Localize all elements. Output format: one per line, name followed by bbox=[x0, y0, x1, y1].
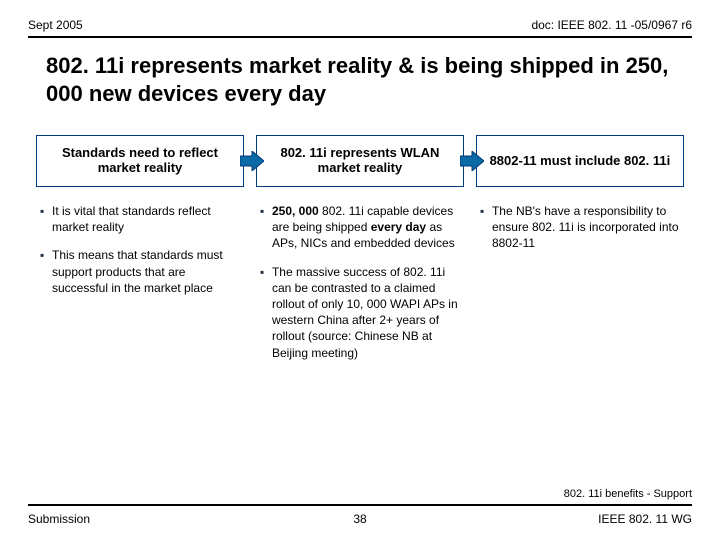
bullet-icon: ▪ bbox=[260, 203, 272, 252]
page-number: 38 bbox=[353, 512, 366, 526]
bullet-icon: ▪ bbox=[40, 247, 52, 296]
list-item: ▪It is vital that standards reflect mark… bbox=[40, 203, 240, 235]
slide-title: 802. 11i represents market reality & is … bbox=[28, 52, 692, 107]
header-rule bbox=[28, 36, 692, 38]
bullet-icon: ▪ bbox=[480, 203, 492, 252]
bullet-text: The NB's have a responsibility to ensure… bbox=[492, 203, 680, 252]
footer-rule bbox=[28, 504, 692, 506]
bullets-1: ▪It is vital that standards reflect mark… bbox=[36, 203, 244, 296]
footer: Submission 38 IEEE 802. 11 WG bbox=[0, 504, 720, 540]
footer-right: IEEE 802. 11 WG bbox=[598, 512, 692, 526]
bullet-icon: ▪ bbox=[40, 203, 52, 235]
header-left: Sept 2005 bbox=[28, 18, 83, 32]
columns: Standards need to reflect market reality… bbox=[28, 135, 692, 373]
box-3: 8802-11 must include 802. 11i bbox=[476, 135, 684, 187]
list-item: ▪The NB's have a responsibility to ensur… bbox=[480, 203, 680, 252]
column-3: 8802-11 must include 802. 11i ▪The NB's … bbox=[470, 135, 690, 373]
slide: Sept 2005 doc: IEEE 802. 11 -05/0967 r6 … bbox=[0, 0, 720, 540]
column-2: 802. 11i represents WLAN market reality … bbox=[250, 135, 470, 373]
box-2: 802. 11i represents WLAN market reality bbox=[256, 135, 464, 187]
list-item: ▪The massive success of 802. 11i can be … bbox=[260, 264, 460, 361]
bullet-text: The massive success of 802. 11i can be c… bbox=[272, 264, 460, 361]
bullets-2: ▪250, 000 802. 11i capable devices are b… bbox=[256, 203, 464, 361]
header-right: doc: IEEE 802. 11 -05/0967 r6 bbox=[531, 18, 692, 32]
footer-left: Submission bbox=[28, 512, 90, 526]
bullet-text: 250, 000 802. 11i capable devices are be… bbox=[272, 203, 460, 252]
list-item: ▪This means that standards must support … bbox=[40, 247, 240, 296]
footer-row: Submission 38 IEEE 802. 11 WG bbox=[28, 512, 692, 526]
box-1: Standards need to reflect market reality bbox=[36, 135, 244, 187]
bullet-text: This means that standards must support p… bbox=[52, 247, 240, 296]
section-tag: 802. 11i benefits - Support bbox=[564, 488, 692, 500]
list-item: ▪250, 000 802. 11i capable devices are b… bbox=[260, 203, 460, 252]
header: Sept 2005 doc: IEEE 802. 11 -05/0967 r6 bbox=[28, 18, 692, 32]
bullet-text: It is vital that standards reflect marke… bbox=[52, 203, 240, 235]
column-1: Standards need to reflect market reality… bbox=[30, 135, 250, 373]
bullet-icon: ▪ bbox=[260, 264, 272, 361]
bullets-3: ▪The NB's have a responsibility to ensur… bbox=[476, 203, 684, 252]
